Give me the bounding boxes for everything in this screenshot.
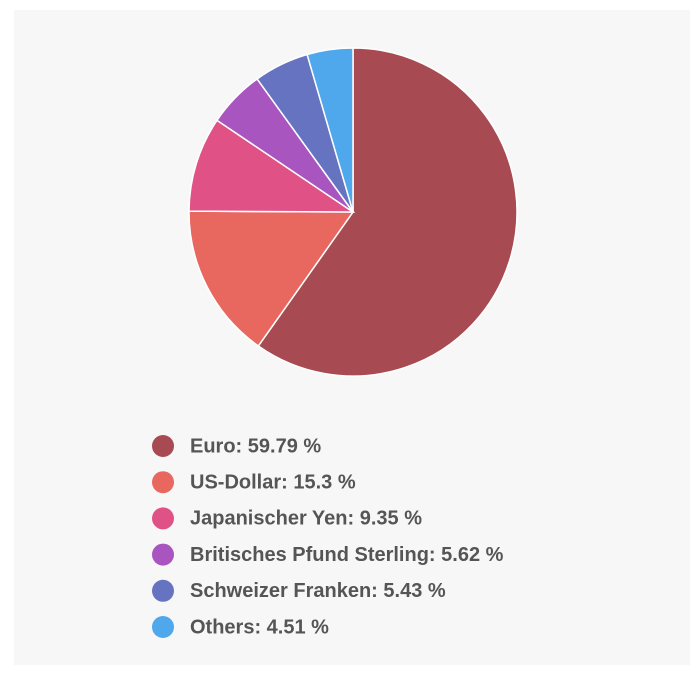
legend-marker bbox=[152, 435, 174, 457]
legend-label: Others: 4.51 % bbox=[190, 616, 329, 638]
legend-marker bbox=[152, 471, 174, 494]
pie-slice bbox=[188, 119, 356, 213]
legend-label: Euro: 59.79 % bbox=[190, 435, 321, 457]
pie-slice bbox=[188, 210, 355, 347]
legend-label: Schweizer Franken: 5.43 % bbox=[190, 580, 446, 602]
legend-marker bbox=[152, 543, 174, 566]
legend-marker bbox=[152, 616, 174, 638]
legend-label: Japanischer Yen: 9.35 % bbox=[190, 508, 422, 530]
pie-slice bbox=[257, 47, 518, 377]
legend-label: Britisches Pfund Sterling: 5.62 % bbox=[190, 544, 504, 566]
legend-marker bbox=[152, 507, 174, 530]
legend-marker bbox=[152, 579, 174, 602]
legend-label: US-Dollar: 15.3 % bbox=[190, 471, 356, 493]
pie-slice bbox=[306, 47, 354, 213]
